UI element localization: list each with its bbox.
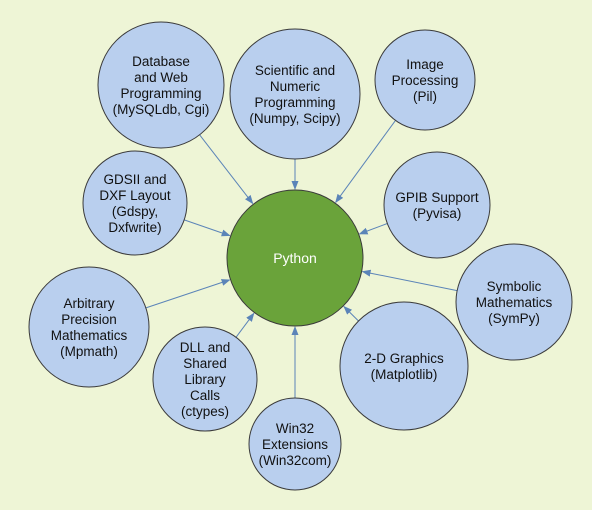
node-circle-gdsii-dxf [82, 150, 188, 256]
node-label-graphics-2d-line-1: (Matplotlib) [371, 367, 438, 382]
node-label-win32-line-0: Win32 [276, 421, 314, 436]
node-label-gdsii-dxf-line-1: DXF Layout [99, 188, 171, 203]
node-label-dll-shared-line-3: Calls [190, 388, 220, 403]
node-scientific-numeric: Scientific andNumericProgramming(Numpy, … [229, 28, 361, 160]
node-label-graphics-2d-line-0: 2-D Graphics [364, 351, 444, 366]
node-label-dll-shared-line-4: (ctypes) [181, 404, 229, 419]
node-label-arbitrary-precision-line-1: Precision [61, 312, 117, 327]
node-label-gpib-support-line-1: (Pyvisa) [413, 206, 462, 221]
node-label-dll-shared-line-2: Library [184, 372, 226, 387]
node-label-gdsii-dxf-line-0: GDSII and [103, 172, 166, 187]
edge-database-web [199, 134, 254, 205]
edge-dll-shared [235, 312, 255, 338]
node-label-scientific-numeric-line-0: Scientific and [255, 63, 335, 78]
node-label-arbitrary-precision-line-3: (Mpmath) [60, 344, 118, 359]
edge-gdsii-dxf [184, 219, 231, 237]
node-label-image-processing-line-1: Processing [392, 73, 459, 88]
node-label-win32-line-1: Extensions [262, 437, 328, 452]
node-label-symbolic-math-line-1: Mathematics [476, 295, 553, 310]
node-circle-win32 [248, 397, 342, 491]
node-circle-database-web [97, 21, 225, 149]
node-label-database-web-line-1: and Web [134, 70, 188, 85]
node-label-dll-shared-line-1: Shared [183, 356, 227, 371]
node-circle-gpib-support [383, 151, 491, 259]
node-label-gdsii-dxf-line-3: Dxfwrite) [108, 220, 161, 235]
node-label-gpib-support-line-0: GPIB Support [395, 190, 479, 205]
node-label-arbitrary-precision-line-0: Arbitrary [63, 296, 114, 311]
node-label-win32-line-2: (Win32com) [259, 453, 332, 468]
node-label-database-web-line-2: Programming [120, 86, 201, 101]
edge-gpib-support [358, 223, 388, 235]
node-circle-graphics-2d [339, 301, 469, 431]
node-label-symbolic-math-line-0: Symbolic [487, 279, 542, 294]
node-circle-symbolic-math [455, 243, 573, 361]
node-label-scientific-numeric-line-1: Numeric [270, 79, 321, 94]
node-circle-image-processing [374, 29, 476, 131]
node-label-database-web-line-0: Database [132, 54, 190, 69]
edge-arbitrary-precision [145, 279, 231, 309]
center-circle [226, 189, 364, 327]
edge-graphics-2d [343, 305, 359, 322]
edge-image-processing [335, 120, 396, 204]
node-circle-arbitrary-precision [28, 266, 150, 388]
center-label: Python [273, 250, 317, 266]
node-label-database-web-line-3: (MySQLdb, Cgi) [113, 102, 210, 117]
node-label-image-processing-line-2: (Pil) [413, 89, 437, 104]
node-circle-scientific-numeric [229, 28, 361, 160]
edges [145, 120, 458, 398]
node-label-scientific-numeric-line-2: Programming [254, 95, 335, 110]
node-circle-dll-shared [152, 326, 258, 432]
node-gpib-support: GPIB Support(Pyvisa) [383, 151, 491, 259]
node-label-symbolic-math-line-2: (SymPy) [488, 311, 540, 326]
center-node: Python [226, 189, 364, 327]
node-graphics-2d: 2-D Graphics(Matplotlib) [339, 301, 469, 431]
node-label-image-processing-line-0: Image [406, 57, 444, 72]
node-label-arbitrary-precision-line-2: Mathematics [51, 328, 128, 343]
edge-symbolic-math [361, 269, 458, 292]
node-label-dll-shared-line-0: DLL and [180, 340, 231, 355]
node-label-gdsii-dxf-line-2: (Gdspy, [112, 204, 158, 219]
node-label-scientific-numeric-line-3: (Numpy, Scipy) [249, 111, 340, 126]
